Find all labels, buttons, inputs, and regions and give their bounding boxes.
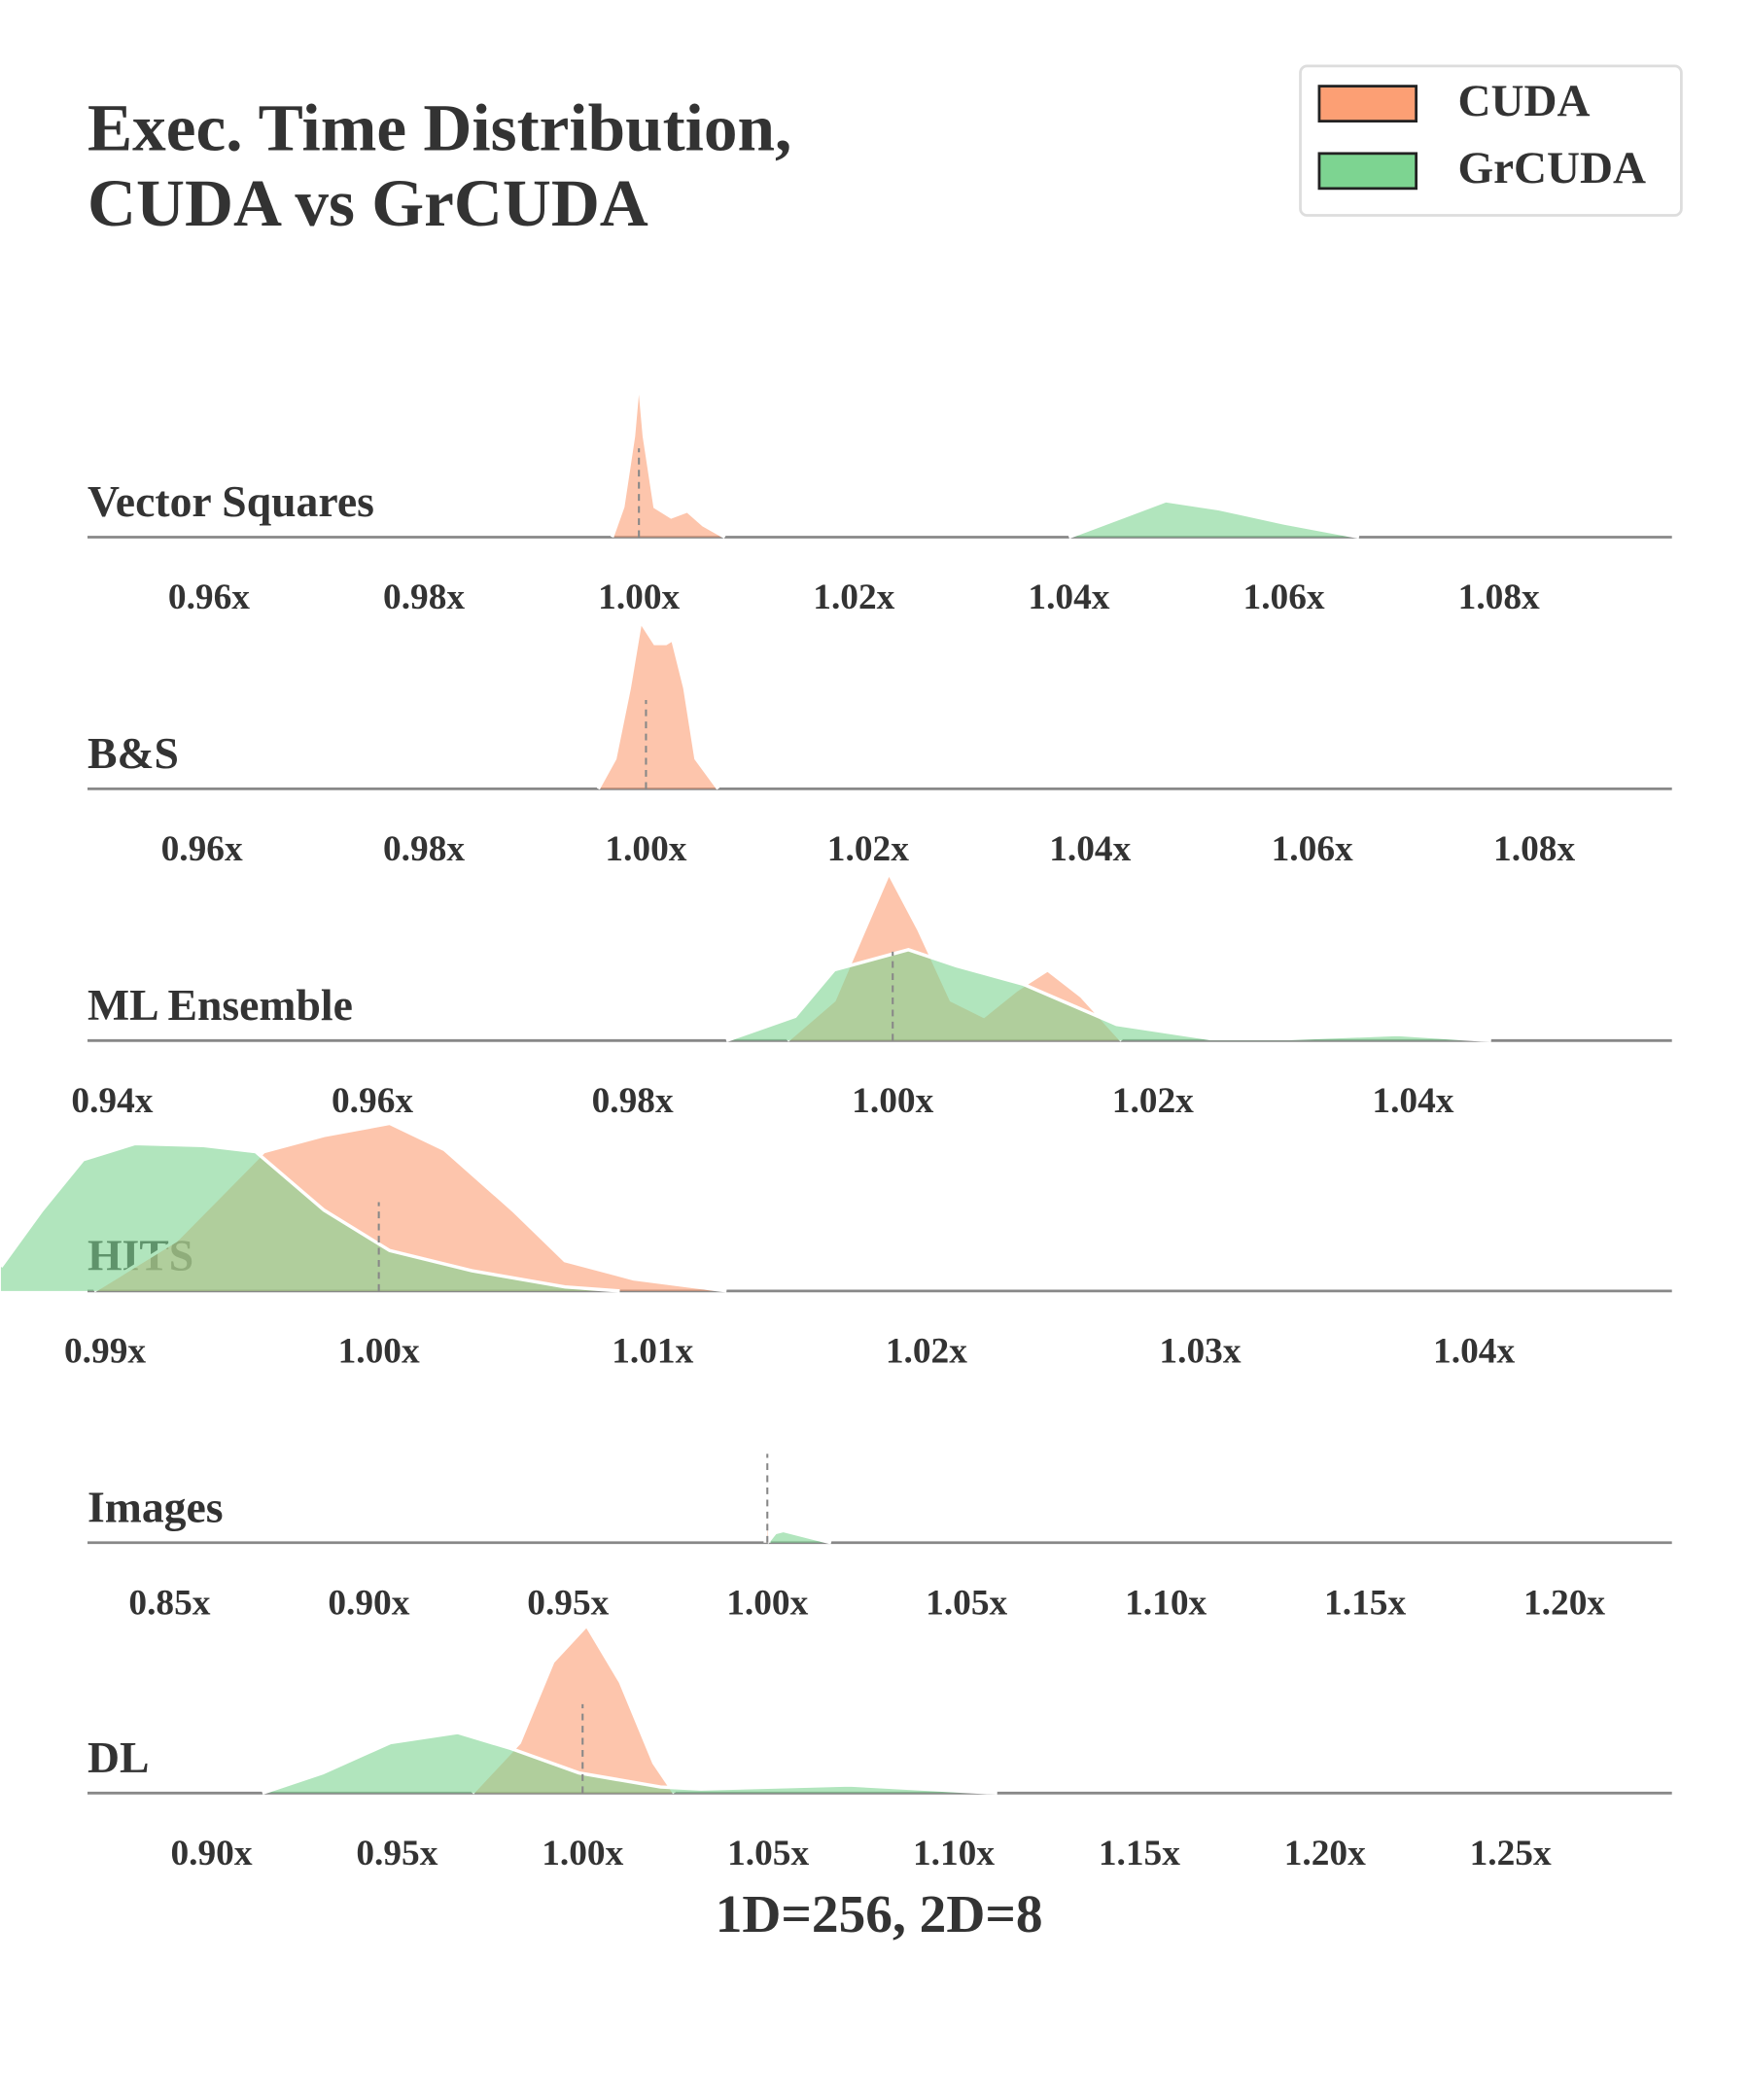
x-tick-label: 1.01x <box>612 1332 693 1372</box>
row-label: Vector Squares <box>88 476 374 526</box>
density-outline <box>262 1731 998 1796</box>
x-tick-label: 1.03x <box>1159 1332 1241 1372</box>
x-tick-label: 1.05x <box>926 1583 1007 1623</box>
density-area <box>612 375 725 538</box>
x-tick-label: 0.99x <box>64 1332 146 1372</box>
x-tick-label: 1.05x <box>727 1834 809 1873</box>
density-area <box>262 1732 998 1794</box>
x-tick-label: 0.96x <box>161 829 243 869</box>
x-tick-label: 1.15x <box>1099 1834 1180 1873</box>
x-tick-label: 1.00x <box>852 1081 933 1121</box>
density-outline <box>763 1386 772 1543</box>
x-tick-label: 1.00x <box>605 829 686 869</box>
density-outline <box>596 616 720 790</box>
x-tick-label: 1.25x <box>1470 1834 1552 1873</box>
density-area <box>0 1143 620 1291</box>
legend-label: GrCUDA <box>1458 143 1646 193</box>
row-label: Images <box>88 1482 224 1531</box>
x-tick-label: 0.98x <box>383 829 465 869</box>
x-tick-label: 0.98x <box>383 578 465 617</box>
x-tick-label: 1.00x <box>338 1332 420 1372</box>
density-outline <box>0 1141 620 1293</box>
x-tick-label: 1.10x <box>913 1834 995 1873</box>
x-tick-label: 1.08x <box>1493 829 1575 869</box>
x-tick-label: 1.00x <box>726 1583 808 1623</box>
legend-label: CUDA <box>1458 76 1591 126</box>
x-tick-label: 1.04x <box>1028 578 1109 617</box>
x-tick-label: 0.96x <box>332 1081 413 1121</box>
density-area <box>726 949 1491 1041</box>
x-tick-label: 1.04x <box>1049 829 1131 869</box>
x-tick-label: 0.85x <box>128 1583 210 1623</box>
density-outline <box>1068 499 1360 540</box>
x-tick-label: 1.06x <box>1272 829 1353 869</box>
x-tick-label: 0.95x <box>356 1834 438 1873</box>
legend-swatch <box>1317 85 1418 122</box>
x-tick-label: 1.02x <box>1112 1081 1194 1121</box>
chart-title: CUDA vs GrCUDA <box>88 165 648 240</box>
chart-title: Exec. Time Distribution, <box>88 89 791 164</box>
x-tick-label: 1.06x <box>1243 578 1325 617</box>
row-label: ML Ensemble <box>88 980 353 1030</box>
density-area <box>598 621 718 789</box>
legend-swatch <box>1317 152 1418 191</box>
x-tick-label: 0.90x <box>170 1834 252 1873</box>
x-tick-label: 0.94x <box>71 1081 153 1121</box>
x-tick-label: 0.98x <box>592 1081 674 1121</box>
density-outline <box>725 948 1491 1043</box>
row-label: B&S <box>88 728 179 778</box>
x-tick-label: 1.02x <box>886 1332 967 1372</box>
density-outline <box>765 1528 832 1545</box>
x-tick-label: 0.96x <box>168 578 250 617</box>
x-tick-label: 1.20x <box>1523 1583 1605 1623</box>
x-tick-label: 1.04x <box>1372 1081 1453 1121</box>
density-area <box>1068 501 1359 538</box>
x-tick-label: 1.00x <box>598 578 680 617</box>
x-tick-label: 1.08x <box>1458 578 1540 617</box>
x-tick-label: 1.00x <box>542 1834 623 1873</box>
x-tick-label: 1.02x <box>813 578 894 617</box>
x-tick-label: 0.95x <box>527 1583 609 1623</box>
x-tick-label: 1.10x <box>1125 1583 1207 1623</box>
density-outline <box>610 375 726 539</box>
x-tick-label: 1.04x <box>1433 1332 1515 1372</box>
density-outline <box>471 1623 676 1795</box>
x-axis-label: 1D=256, 2D=8 <box>716 1884 1043 1943</box>
x-tick-label: 1.15x <box>1324 1583 1406 1623</box>
row-label: DL <box>88 1732 149 1782</box>
x-tick-label: 1.02x <box>827 829 909 869</box>
x-tick-label: 1.20x <box>1284 1834 1366 1873</box>
x-tick-label: 0.90x <box>328 1583 409 1623</box>
